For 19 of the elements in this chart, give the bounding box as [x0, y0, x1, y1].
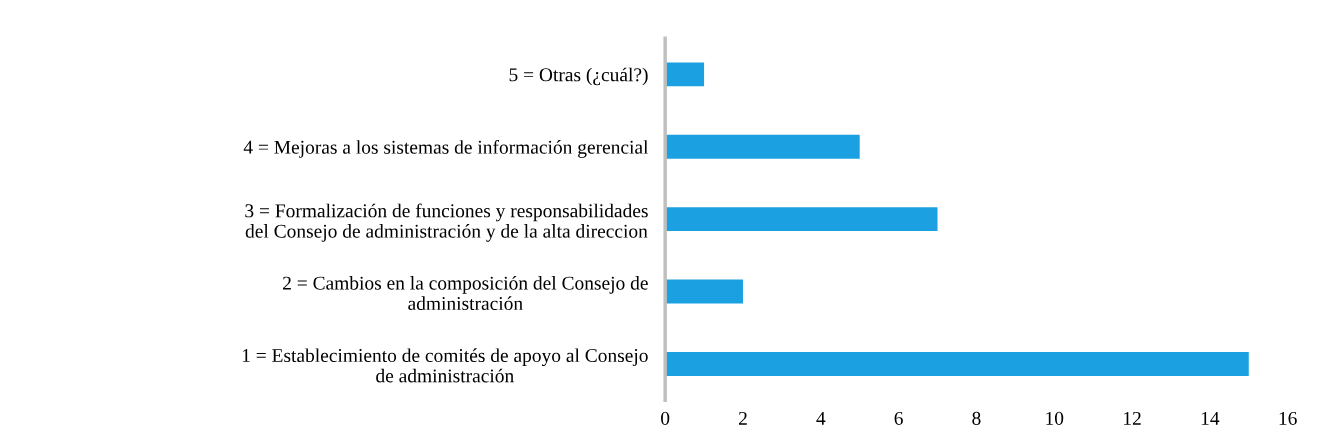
bar	[665, 352, 1249, 376]
x-tick-label: 0	[661, 411, 670, 425]
y-tick-label: 1 = Establecimiento de comités de apoyo al Consejo de administración	[242, 348, 648, 383]
bar	[665, 134, 860, 159]
y-tick-label: 5 = Otras (¿cuál?)	[509, 67, 648, 86]
y-tick-label: 2 = Cambios en la composición del Consejo de administración	[283, 275, 648, 311]
bar	[665, 279, 743, 304]
x-tick-label: 4	[816, 411, 826, 425]
x-tick-label: 12	[1124, 411, 1141, 425]
x-tick-label: 16	[1279, 411, 1297, 425]
x-tick-label: 2	[738, 411, 747, 425]
y-tick-label: 4 = Mejoras a los sistemas de información gerencial	[243, 139, 649, 158]
x-tick-label: 8	[972, 411, 981, 425]
y-tick-label: 3 = Formalización de funciones y responsabilidades del Consejo de administración y de la alta direccion	[245, 203, 648, 242]
bar	[665, 207, 938, 232]
bar	[665, 62, 705, 87]
x-tick-label: 6	[894, 411, 903, 425]
x-tick-label: 14	[1201, 411, 1220, 425]
x-tick-label: 10	[1046, 411, 1064, 425]
